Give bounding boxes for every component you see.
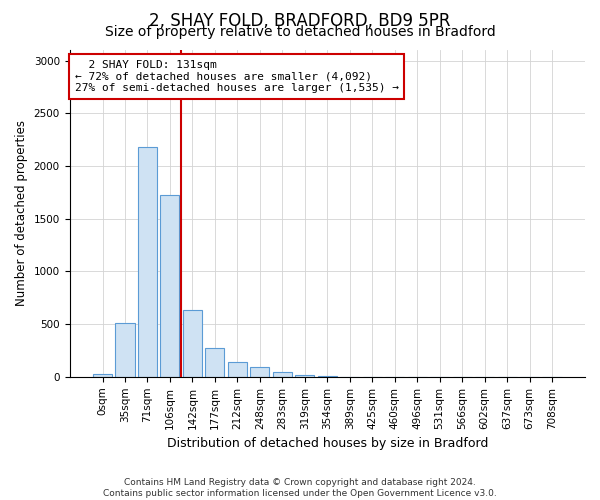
X-axis label: Distribution of detached houses by size in Bradford: Distribution of detached houses by size … [167,437,488,450]
Bar [250,368,269,377]
Text: Size of property relative to detached houses in Bradford: Size of property relative to detached ho… [104,25,496,39]
Bar [183,310,202,377]
Bar [273,372,292,377]
Bar [115,323,134,377]
Bar [318,376,337,377]
Y-axis label: Number of detached properties: Number of detached properties [15,120,28,306]
Bar [205,348,224,377]
Bar [93,374,112,377]
Bar [138,147,157,377]
Text: Contains HM Land Registry data © Crown copyright and database right 2024.
Contai: Contains HM Land Registry data © Crown c… [103,478,497,498]
Text: 2, SHAY FOLD, BRADFORD, BD9 5PR: 2, SHAY FOLD, BRADFORD, BD9 5PR [149,12,451,30]
Bar [160,196,179,377]
Bar [228,362,247,377]
Text: 2 SHAY FOLD: 131sqm  
← 72% of detached houses are smaller (4,092)
27% of semi-d: 2 SHAY FOLD: 131sqm ← 72% of detached ho… [74,60,398,93]
Bar [295,375,314,377]
